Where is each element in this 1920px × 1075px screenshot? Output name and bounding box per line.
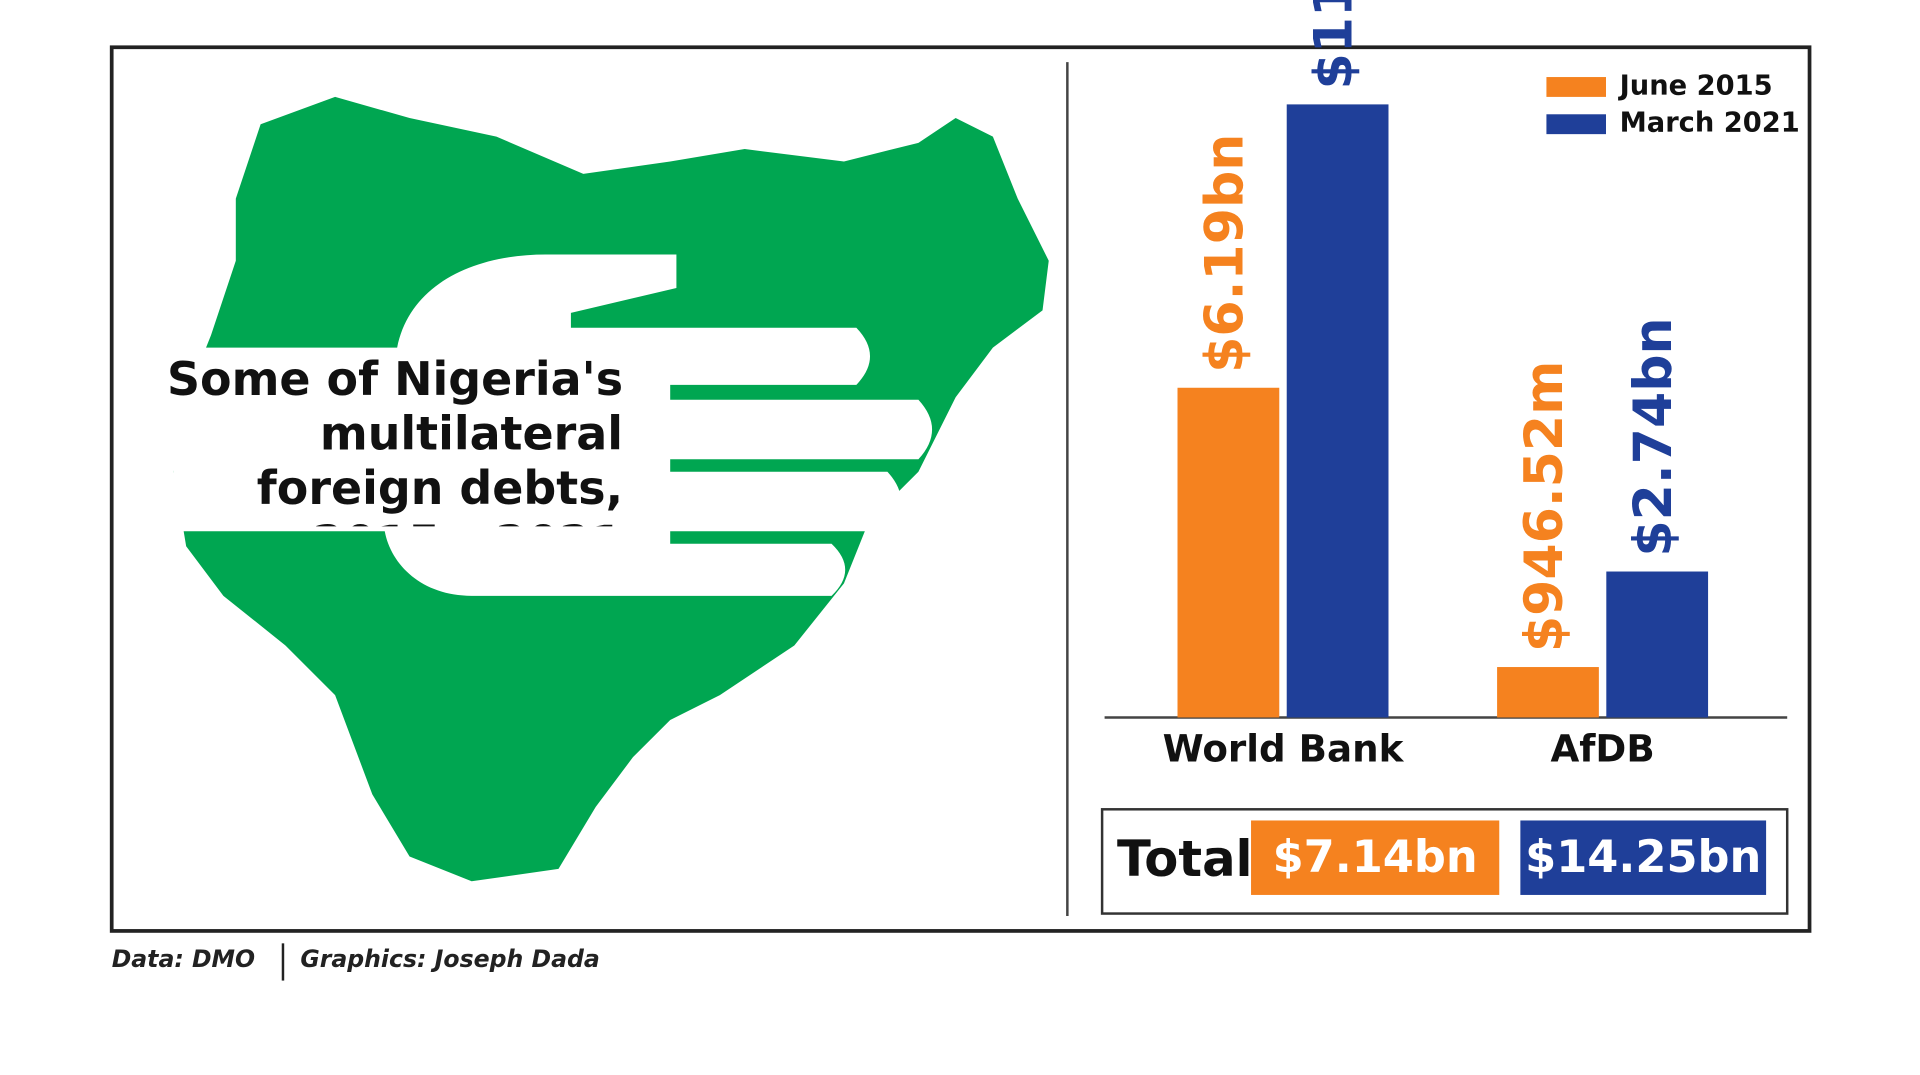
total-badge: [1251, 820, 1500, 895]
bar: [1497, 667, 1599, 718]
x-tick-label: World Bank: [1163, 726, 1405, 770]
value-label: $6.19bn: [1195, 134, 1255, 373]
total-badge: [1520, 820, 1767, 895]
total-title: Total: [1117, 830, 1253, 888]
value-label: $2.74bn: [1624, 317, 1684, 556]
legend-label: March 2021: [1620, 108, 1800, 139]
legend-swatch: [1546, 77, 1606, 97]
bar: [1606, 571, 1709, 718]
value-label: $946.52m: [1515, 361, 1575, 653]
chart-title: Some of Nigeria's multilateral foreign d…: [166, 352, 624, 527]
value-label: $11.51bn: [1305, 0, 1365, 89]
source: Data: DMO: [112, 945, 255, 973]
hand: [173, 254, 933, 596]
bar: [1286, 104, 1389, 718]
bar: [1177, 387, 1280, 718]
credit: Graphics: Joseph Dada: [300, 945, 599, 973]
legend-label: June 2015: [1618, 70, 1773, 101]
x-tick-label: AfDB: [1550, 726, 1654, 770]
legend-swatch: [1546, 114, 1606, 135]
total-value: $7.14bn: [1273, 831, 1478, 883]
title-box: Some of Nigeria's multilateral foreign d…: [166, 352, 624, 527]
total-value: $14.25bn: [1525, 831, 1761, 883]
